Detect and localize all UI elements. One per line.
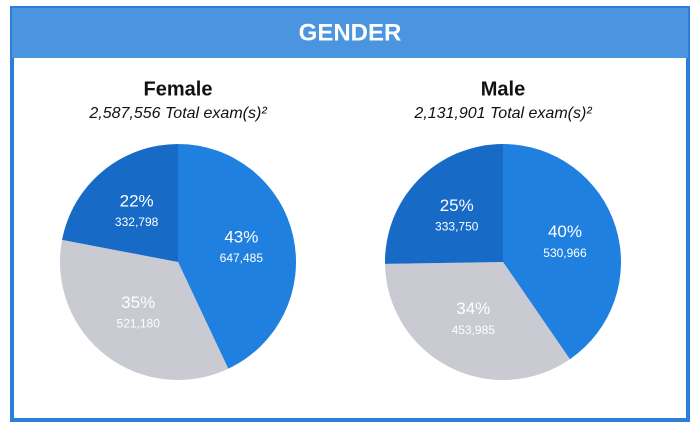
- slice-percent: 25%: [440, 196, 474, 215]
- slice-count: 521,180: [117, 316, 161, 330]
- header-title: GENDER: [299, 19, 402, 46]
- pie-slice: [385, 262, 570, 381]
- slice-count: 453,985: [452, 323, 496, 337]
- pie-slice: [503, 144, 621, 360]
- pie-title: Male: [481, 78, 525, 100]
- slice-count: 332,798: [115, 215, 159, 229]
- slice-percent: 40%: [548, 222, 582, 241]
- slice-count: 647,485: [220, 251, 264, 265]
- slice-percent: 43%: [224, 227, 258, 246]
- pie-slice: [385, 144, 503, 264]
- slice-percent: 22%: [120, 191, 154, 210]
- slice-percent: 34%: [456, 299, 490, 318]
- slice-percent: 35%: [121, 293, 155, 312]
- pie-slice: [60, 239, 229, 381]
- slice-count: 333,750: [435, 220, 479, 234]
- slice-count: 530,966: [543, 246, 587, 260]
- pie-subtitle: 2,131,901 Total exam(s)²: [413, 105, 592, 122]
- pie-title: Female: [144, 78, 213, 100]
- pie-subtitle: 2,587,556 Total exam(s)²: [88, 105, 267, 122]
- pie-slice: [62, 144, 178, 262]
- header-band: [12, 8, 688, 58]
- pie-slice: [178, 144, 296, 369]
